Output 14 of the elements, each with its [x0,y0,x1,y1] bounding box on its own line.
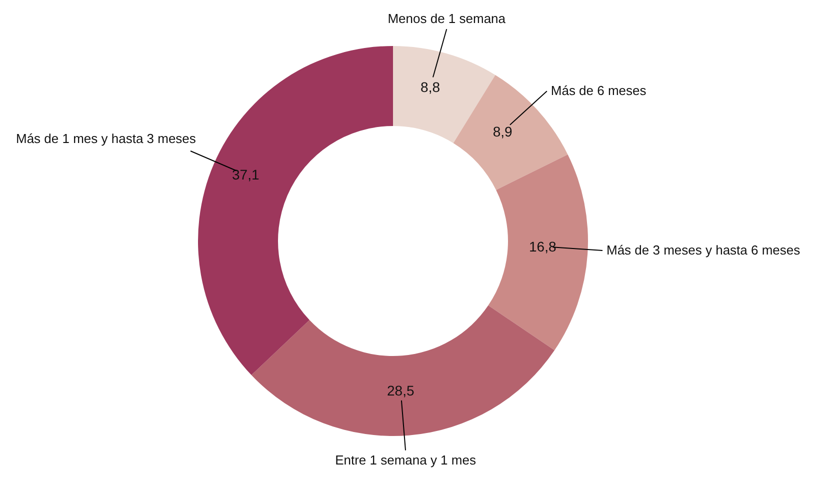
slice-label: Más de 3 meses y hasta 6 meses [606,242,801,258]
data-label: 28,5 [387,382,414,398]
slice-label: Entre 1 semana y 1 mes [335,452,476,468]
donut-slice [393,46,496,144]
donut-slice [251,305,555,436]
donut-slice [488,154,588,350]
data-label: 16,8 [529,238,556,254]
donut-slice [198,46,393,376]
data-label: 8,9 [492,124,512,140]
slice-label: Más de 1 mes y hasta 3 meses [16,131,196,146]
slice-label: Más de 6 meses [550,83,647,98]
data-label: 8,8 [420,78,440,95]
slice-label: Menos de 1 semana [388,11,506,26]
data-label: 37,1 [232,166,260,183]
